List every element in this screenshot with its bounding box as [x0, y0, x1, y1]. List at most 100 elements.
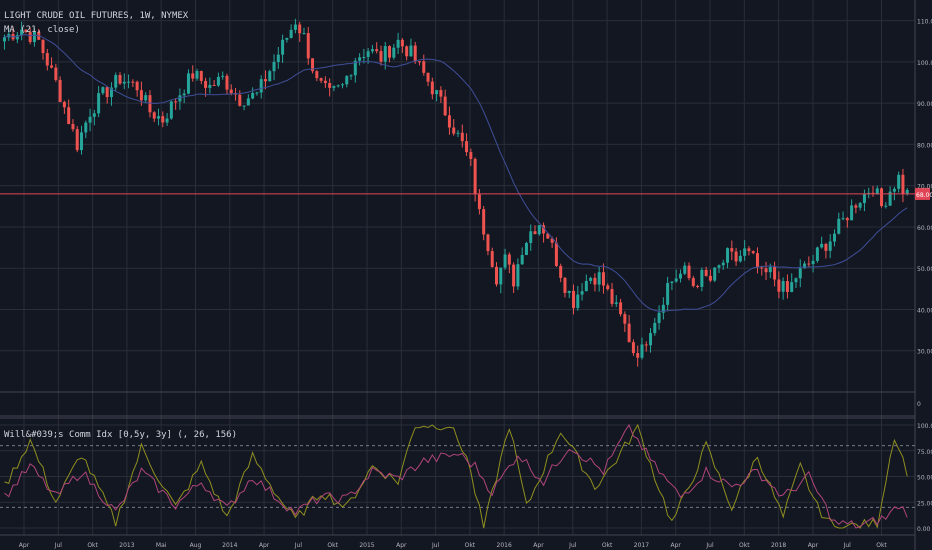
candle-body: [405, 46, 409, 57]
candle-body: [67, 107, 71, 125]
candle-body: [281, 39, 285, 55]
time-axis-label: Jul: [843, 542, 852, 549]
last-price-label: 68.00: [916, 192, 932, 199]
candle-body: [790, 282, 794, 293]
candle-body: [597, 272, 601, 285]
candle-body: [760, 267, 764, 269]
candle-body: [413, 45, 417, 62]
candle-body: [101, 87, 105, 94]
candle-body: [396, 39, 400, 48]
candle-body: [495, 266, 499, 285]
candle-body: [80, 132, 84, 151]
candle-body: [473, 158, 477, 195]
candle-body: [520, 254, 524, 265]
candle-body: [700, 269, 704, 287]
candle-body: [443, 96, 447, 116]
candle-body: [572, 290, 576, 309]
candle-body: [311, 58, 315, 72]
candle-body: [306, 33, 310, 59]
time-axis-label: Apr: [396, 542, 407, 549]
ma-legend: MA (21, close): [4, 25, 80, 35]
candle-body: [417, 61, 421, 63]
candle-body: [499, 267, 503, 285]
candle-body: [315, 71, 319, 79]
candle-body: [888, 191, 892, 206]
osc-axis-label: 100.00: [917, 423, 932, 430]
candle-body: [589, 277, 593, 281]
time-axis-label: 2017: [634, 542, 649, 549]
candle-body: [422, 61, 426, 73]
candle-body: [152, 112, 156, 119]
candle-body: [452, 127, 456, 134]
candle-body: [114, 75, 118, 88]
extra-axis-label: 0: [917, 401, 921, 408]
candle-body: [854, 205, 858, 208]
wcci-series-1: [4, 423, 908, 529]
candle-body: [24, 29, 28, 32]
candle-body: [850, 205, 854, 221]
time-axis-label: Okt: [465, 542, 476, 549]
price-axis-label: 70.00: [917, 184, 932, 191]
time-axis-label: Jul: [431, 542, 440, 549]
candle-body: [122, 81, 126, 84]
candle-body: [195, 71, 199, 79]
time-axis-label: Jul: [568, 542, 577, 549]
candle-body: [871, 192, 875, 194]
candle-body: [905, 189, 909, 195]
candle-body: [332, 86, 336, 88]
candle-body: [550, 238, 554, 243]
candle-body: [199, 71, 203, 81]
candle-body: [897, 174, 901, 189]
candle-body: [824, 243, 828, 251]
candle-body: [533, 231, 537, 235]
candle-body: [554, 242, 558, 266]
candle-body: [272, 61, 276, 72]
candle-body: [516, 264, 520, 287]
candle-body: [161, 116, 165, 123]
candle-body: [644, 344, 648, 346]
candle-body: [349, 75, 353, 77]
candle-body: [15, 35, 19, 40]
time-axis-label: Apr: [533, 542, 544, 549]
candle-body: [302, 33, 306, 35]
candle-body: [580, 291, 584, 295]
candle-body: [118, 75, 122, 84]
candle-body: [507, 254, 511, 265]
time-axis-label: 2013: [119, 542, 134, 549]
candle-body: [490, 251, 494, 267]
candle-body: [370, 49, 374, 52]
candle-body: [661, 304, 665, 313]
candle-body: [751, 251, 755, 254]
candle-body: [456, 132, 460, 134]
candle-body: [841, 218, 845, 220]
candle-body: [649, 333, 653, 346]
candle-body: [717, 265, 721, 268]
candle-body: [28, 31, 32, 43]
candle-body: [345, 76, 349, 85]
candle-body: [832, 233, 836, 242]
candle-body: [84, 122, 88, 133]
time-axis-label: Okt: [739, 542, 750, 549]
candle-body: [524, 242, 528, 255]
candle-body: [567, 290, 571, 293]
candle-body: [704, 269, 708, 276]
candle-body: [477, 194, 481, 210]
candle-body: [465, 141, 469, 153]
price-axis-label: 110.00: [917, 19, 932, 26]
candle-body: [738, 255, 742, 262]
candle-body: [362, 56, 366, 58]
candle-body: [88, 116, 92, 123]
osc-axis-label: 50.00: [917, 475, 932, 482]
symbol-title: LIGHT CRUDE OIL FUTURES, 1W, NYMEX: [4, 11, 189, 21]
candle-body: [340, 84, 344, 86]
ma-line: [4, 34, 908, 312]
candle-body: [221, 75, 225, 77]
candle-body: [764, 268, 768, 273]
candle-body: [610, 289, 614, 304]
candle-body: [204, 80, 208, 88]
candle-body: [657, 312, 661, 323]
candle-body: [379, 51, 383, 62]
price-axis-label: 30.00: [917, 349, 932, 356]
time-axis-label: Apr: [19, 542, 30, 549]
